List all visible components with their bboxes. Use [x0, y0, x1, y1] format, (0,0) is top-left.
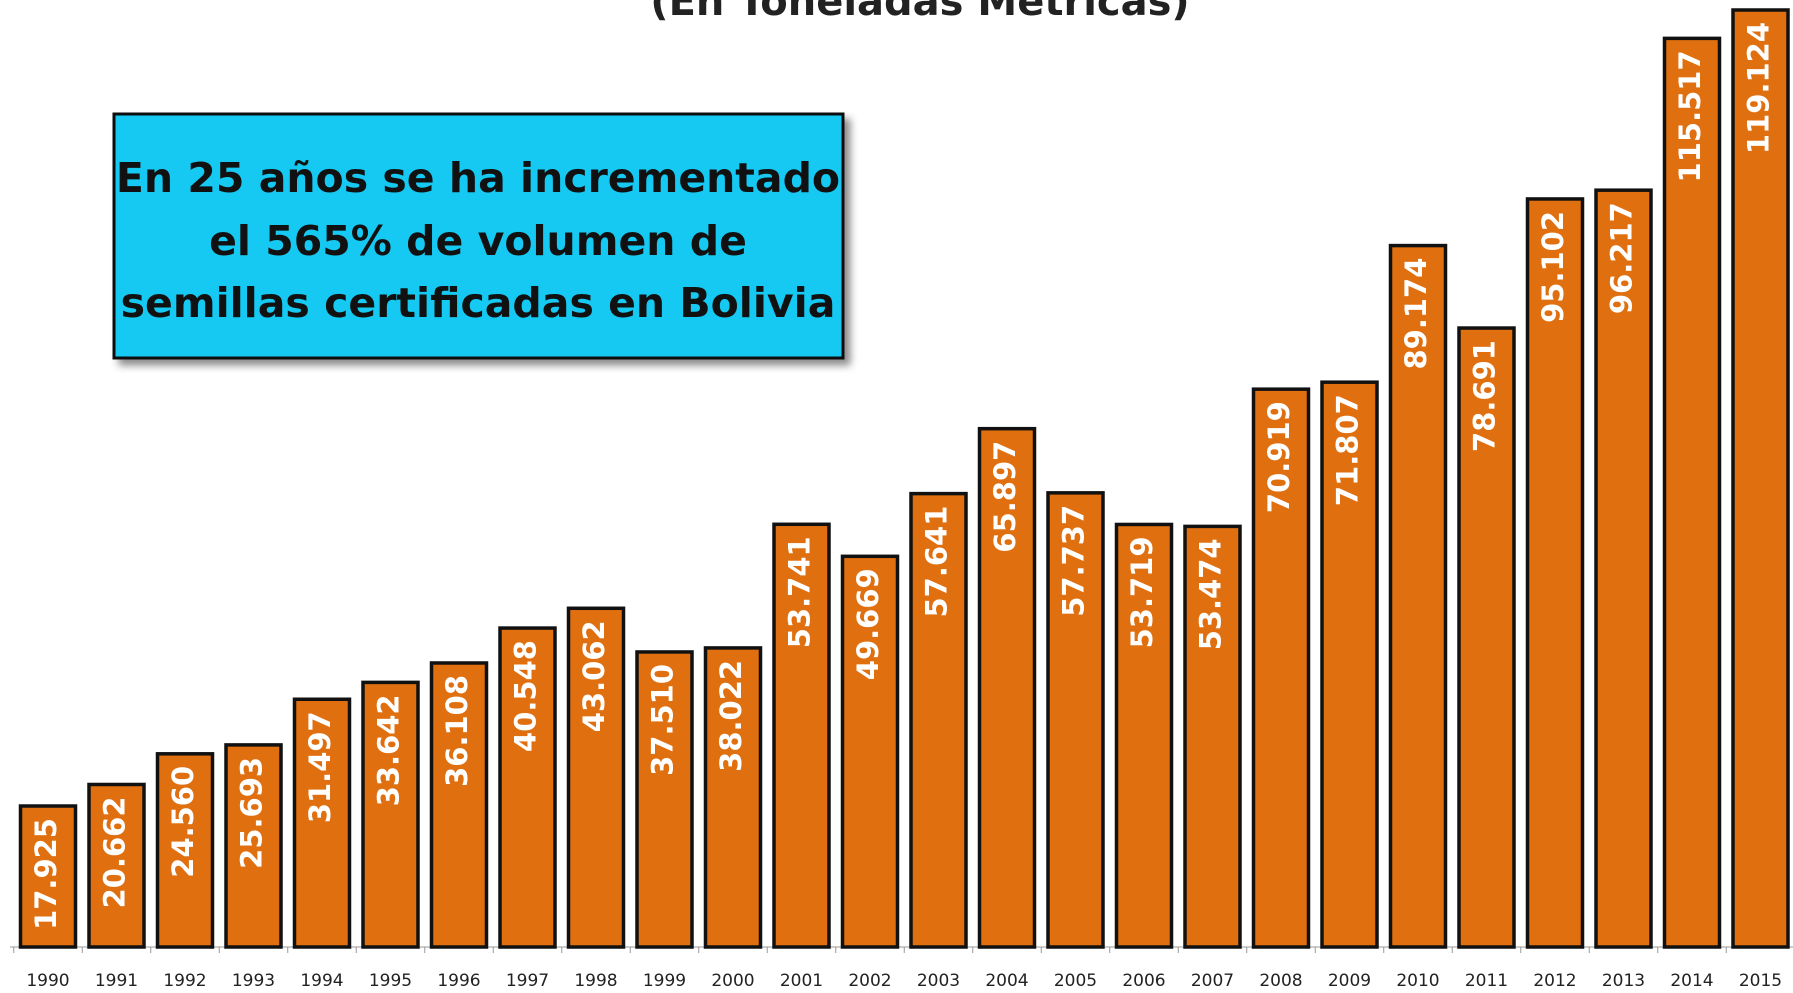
x-tick-label: 2014	[1670, 971, 1713, 991]
value-label: 38.022	[714, 660, 748, 772]
value-label: 89.174	[1399, 258, 1433, 370]
value-label: 71.807	[1331, 394, 1365, 506]
bar	[1731, 8, 1790, 949]
x-tick-label: 2004	[985, 971, 1028, 991]
bar	[840, 554, 900, 949]
x-tick-label: 2001	[780, 971, 823, 991]
value-label: 96.217	[1605, 202, 1639, 314]
x-tick-label: 2010	[1396, 971, 1439, 991]
bar	[498, 626, 557, 949]
x-tick-label: 2015	[1739, 971, 1782, 991]
bar	[635, 650, 694, 949]
x-tick-label: 1990	[26, 971, 69, 991]
bar	[361, 680, 420, 949]
bar	[977, 426, 1037, 949]
bar	[1114, 522, 1174, 949]
bar	[224, 743, 283, 949]
value-label: 25.693	[235, 757, 269, 869]
x-tick-label: 1999	[643, 971, 686, 991]
x-tick-label: 1994	[300, 971, 343, 991]
x-tick-label: 2012	[1533, 971, 1576, 991]
x-tick-label: 1993	[232, 971, 275, 991]
bar	[909, 491, 968, 949]
value-label: 115.517	[1673, 50, 1707, 182]
value-label: 20.662	[98, 796, 132, 908]
bar	[87, 782, 146, 949]
value-label: 119.124	[1742, 22, 1776, 154]
value-label: 43.062	[577, 620, 611, 732]
value-label: 53.474	[1194, 538, 1228, 650]
x-tick-label: 2006	[1122, 971, 1165, 991]
bar	[1525, 197, 1585, 949]
x-tick-label: 2013	[1602, 971, 1645, 991]
value-label: 95.102	[1536, 211, 1570, 323]
annotation-line: En 25 años se ha incrementado	[116, 154, 840, 202]
x-tick-label: 1996	[437, 971, 480, 991]
value-label: 49.669	[851, 568, 885, 680]
value-label: 70.919	[1262, 401, 1296, 513]
x-tick-label: 1992	[163, 971, 206, 991]
value-label: 31.497	[303, 711, 337, 823]
bar	[1662, 36, 1722, 949]
x-tick-label: 1995	[369, 971, 412, 991]
bar	[1457, 326, 1516, 949]
bar	[772, 522, 831, 949]
value-label: 40.548	[509, 640, 543, 752]
value-label: 65.897	[988, 441, 1022, 553]
bar	[1320, 380, 1379, 949]
bar	[292, 697, 352, 949]
bar	[18, 804, 78, 949]
x-tick-label: 2011	[1465, 971, 1508, 991]
bar	[1046, 491, 1105, 949]
x-tick-label: 1991	[95, 971, 138, 991]
value-label: 33.642	[372, 694, 406, 806]
bar	[155, 752, 215, 949]
x-tick-label: 1998	[574, 971, 617, 991]
x-tick-label: 2002	[848, 971, 891, 991]
value-label: 37.510	[646, 664, 680, 776]
bar	[429, 661, 489, 949]
value-label: 78.691	[1468, 340, 1502, 452]
bar	[1183, 524, 1242, 949]
x-tick-label: 2003	[917, 971, 960, 991]
value-label: 17.925	[29, 818, 63, 930]
x-tick-label: 1997	[506, 971, 549, 991]
chart-title: (En Toneladas Métricas)	[650, 0, 1189, 25]
value-label: 57.641	[920, 506, 954, 618]
annotation-line: el 565% de volumen de	[209, 217, 747, 265]
bar	[1594, 188, 1653, 949]
x-tick-label: 2009	[1328, 971, 1371, 991]
value-label: 57.737	[1057, 505, 1091, 617]
annotation-line: semillas certificadas en Bolivia	[121, 279, 836, 327]
bar	[566, 606, 626, 949]
value-label: 53.719	[1125, 536, 1159, 648]
value-label: 36.108	[440, 675, 474, 787]
x-tick-label: 2008	[1259, 971, 1302, 991]
bar	[703, 646, 763, 949]
x-tick-label: 2005	[1054, 971, 1097, 991]
value-label: 53.741	[783, 536, 817, 648]
x-tick-label: 2000	[711, 971, 754, 991]
bar	[1388, 243, 1448, 949]
bar	[1251, 387, 1311, 949]
x-tick-label: 2007	[1191, 971, 1234, 991]
value-label: 24.560	[166, 766, 200, 878]
annotation-box	[112, 112, 845, 360]
